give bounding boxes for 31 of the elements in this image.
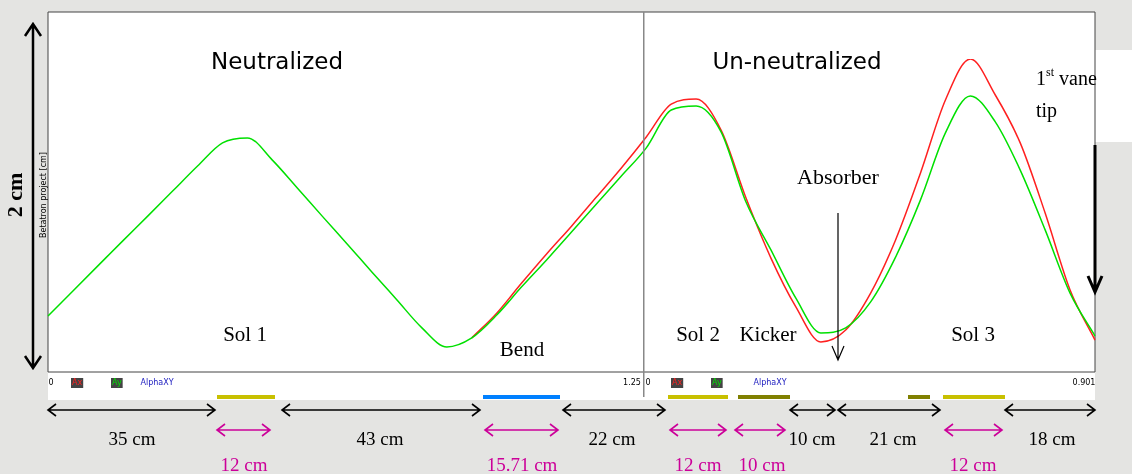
text: 15.71 cm [486, 453, 558, 474]
annotation: Sol 1 [223, 321, 267, 346]
annotation: Sol 2 [676, 321, 720, 346]
annotation: Kicker [739, 321, 797, 346]
text: 10 cm [738, 453, 786, 474]
text: 22 cm [588, 427, 636, 449]
text: Ax [72, 378, 83, 388]
annotation: Absorber [797, 163, 880, 189]
text: 0.901 [1072, 378, 1096, 388]
text: AlphaXY [140, 378, 174, 388]
text: 10 cm [788, 427, 836, 449]
annotation: Un-neutralized [712, 47, 882, 74]
text: AlphaXY [753, 378, 787, 388]
text: 18 cm [1028, 427, 1076, 449]
annotation: Sol 3 [951, 321, 995, 346]
annotation: Neutralized [210, 47, 344, 74]
text: 0 [48, 378, 54, 388]
text: 21 cm [869, 427, 917, 449]
text: 35 cm [108, 427, 156, 449]
y-axis-title: 2 cm [1, 172, 27, 218]
text: 12 cm [949, 453, 997, 474]
text: Ax [672, 378, 683, 388]
text: 12 cm [674, 453, 722, 474]
annotation: Bend [499, 336, 545, 361]
text: 43 cm [356, 427, 404, 449]
text: 1.25 [623, 378, 641, 388]
text: 0 [645, 378, 651, 388]
annotation: Betatron project [cm] [39, 152, 49, 238]
text: Ay [712, 378, 722, 388]
text: 12 cm [220, 453, 268, 474]
text: Ay [112, 378, 122, 388]
